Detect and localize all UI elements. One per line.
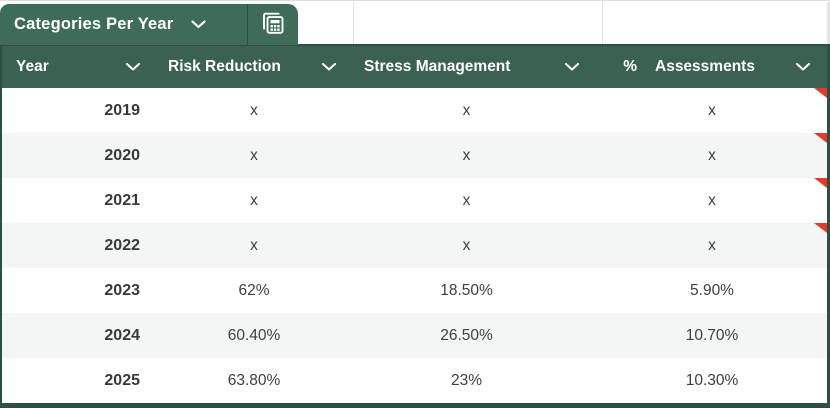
risk-reduction-cell[interactable]: 63.80% — [227, 371, 281, 389]
percent-cell[interactable] — [585, 223, 645, 268]
column-label: Stress Management — [364, 58, 511, 75]
year-cell[interactable]: 2022 — [104, 236, 140, 254]
assessments-cell[interactable]: 10.70% — [685, 326, 739, 344]
percent-cell[interactable] — [585, 358, 645, 403]
stress-management-cell[interactable]: 26.50% — [440, 326, 493, 344]
data-table: Year Risk Reduction Stress Management % — [0, 44, 830, 408]
grid-column-separator — [602, 2, 603, 44]
table-name-tab[interactable]: Categories Per Year — [0, 4, 298, 45]
risk-reduction-cell[interactable]: 62% — [238, 281, 270, 299]
percent-cell[interactable] — [585, 268, 645, 313]
column-label: Assessments — [655, 58, 755, 75]
table-row[interactable]: 2020 x x x — [2, 133, 827, 178]
assessments-cell[interactable]: 5.90% — [690, 281, 734, 299]
risk-reduction-cell[interactable]: x — [250, 146, 258, 164]
red-corner-flag-icon — [814, 223, 827, 233]
assessments-cell[interactable]: x — [708, 146, 716, 164]
percent-cell[interactable] — [585, 88, 645, 133]
stress-management-cell[interactable]: 23% — [450, 371, 483, 389]
table-row[interactable]: 2021 x x x — [2, 178, 827, 223]
column-menu-chevron-icon[interactable] — [322, 63, 336, 71]
calculator-button[interactable] — [248, 4, 298, 45]
column-header-assessments[interactable]: Assessments — [645, 46, 827, 88]
tab-divider — [247, 4, 248, 45]
table-row[interactable]: 2023 62% 18.50% 5.90% — [2, 268, 827, 313]
column-menu-chevron-icon[interactable] — [126, 63, 140, 71]
year-cell[interactable]: 2024 — [104, 326, 140, 344]
column-header-percent[interactable]: % — [585, 46, 645, 88]
year-cell[interactable]: 2025 — [104, 371, 140, 389]
risk-reduction-cell[interactable]: x — [250, 101, 258, 119]
stress-management-cell[interactable]: 18.50% — [440, 281, 493, 299]
percent-cell[interactable] — [585, 133, 645, 178]
red-corner-flag-icon — [814, 133, 827, 143]
grid-column-separator — [353, 2, 354, 44]
column-header-year[interactable]: Year — [2, 46, 160, 88]
assessments-cell[interactable]: 10.30% — [685, 371, 739, 389]
table-body: 2019 x x x 2020 x x x 2021 x x x 2022 x … — [2, 88, 827, 403]
year-cell[interactable]: 2020 — [104, 146, 140, 164]
table-row[interactable]: 2025 63.80% 23% 10.30% — [2, 358, 827, 403]
column-label: % — [623, 58, 637, 75]
risk-reduction-cell[interactable]: x — [250, 191, 258, 209]
column-label: Risk Reduction — [168, 58, 281, 75]
percent-cell[interactable] — [585, 313, 645, 358]
stress-management-cell[interactable]: x — [462, 101, 471, 119]
red-corner-flag-icon — [814, 178, 827, 188]
column-header-stress-management[interactable]: Stress Management — [348, 46, 585, 88]
stress-management-cell[interactable]: x — [462, 236, 471, 254]
risk-reduction-cell[interactable]: 60.40% — [227, 326, 281, 344]
assessments-cell[interactable]: x — [708, 101, 716, 119]
table-name-label: Categories Per Year — [14, 15, 174, 33]
assessments-cell[interactable]: x — [708, 191, 716, 209]
grid-edge-strip — [827, 2, 830, 44]
table-row[interactable]: 2019 x x x — [2, 88, 827, 133]
stress-management-cell[interactable]: x — [462, 146, 471, 164]
table-row[interactable]: 2022 x x x — [2, 223, 827, 268]
column-menu-chevron-icon[interactable] — [565, 63, 579, 71]
column-menu-chevron-icon[interactable] — [796, 63, 810, 71]
table-header-row: Year Risk Reduction Stress Management % — [2, 44, 827, 88]
table-toolbar: Categories Per Year — [0, 0, 830, 45]
chevron-down-icon[interactable] — [191, 20, 207, 29]
percent-cell[interactable] — [585, 178, 645, 223]
calculator-icon — [258, 8, 288, 41]
risk-reduction-cell[interactable]: x — [250, 236, 258, 254]
stress-management-cell[interactable]: x — [462, 191, 471, 209]
red-corner-flag-icon — [814, 88, 827, 98]
year-cell[interactable]: 2021 — [104, 191, 140, 209]
assessments-cell[interactable]: x — [708, 236, 716, 254]
table-row[interactable]: 2024 60.40% 26.50% 10.70% — [2, 313, 827, 358]
column-header-risk-reduction[interactable]: Risk Reduction — [160, 46, 348, 88]
column-label: Year — [16, 58, 49, 75]
year-cell[interactable]: 2019 — [104, 101, 140, 119]
year-cell[interactable]: 2023 — [104, 281, 140, 299]
